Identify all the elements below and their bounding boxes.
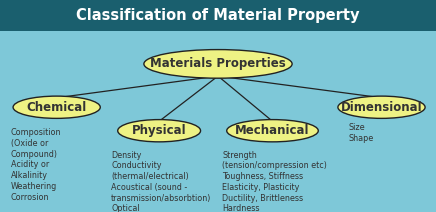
Text: Composition
(Oxide or
Compound)
Acidity or
Alkalinity
Weathering
Corrosion: Composition (Oxide or Compound) Acidity … <box>11 128 61 202</box>
Ellipse shape <box>13 96 100 118</box>
FancyBboxPatch shape <box>0 0 436 31</box>
Ellipse shape <box>338 96 425 118</box>
Text: Strength
(tension/compression etc)
Toughness, Stiffness
Elasticity, Plasticity
D: Strength (tension/compression etc) Tough… <box>222 151 327 212</box>
Text: Mechanical: Mechanical <box>235 124 310 137</box>
Text: Dimensional: Dimensional <box>341 101 422 114</box>
Text: Density
Conductivity
(thermal/electrical)
Acoustical (sound -
transmission/absor: Density Conductivity (thermal/electrical… <box>111 151 211 212</box>
Ellipse shape <box>227 120 318 142</box>
Ellipse shape <box>144 50 292 78</box>
Text: Physical: Physical <box>132 124 187 137</box>
Text: Chemical: Chemical <box>27 101 87 114</box>
Text: Size
Shape: Size Shape <box>349 124 374 143</box>
Text: Classification of Material Property: Classification of Material Property <box>76 8 360 23</box>
Text: Materials Properties: Materials Properties <box>150 57 286 70</box>
Ellipse shape <box>118 120 201 142</box>
